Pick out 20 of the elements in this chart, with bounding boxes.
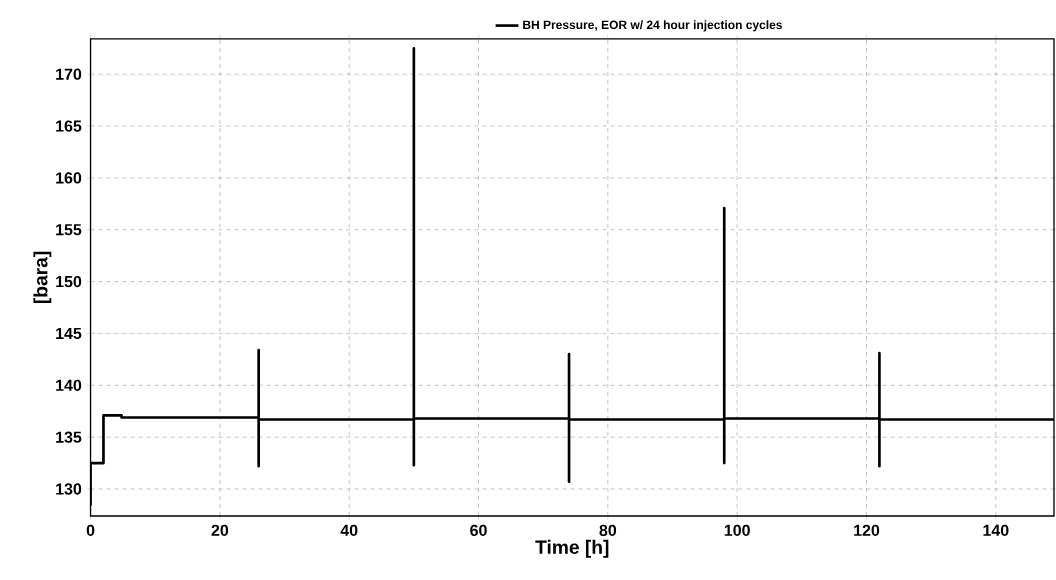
y-tick-label: 165: [56, 120, 82, 132]
y-tick-label: 140: [56, 379, 82, 391]
y-tick-label: 155: [56, 224, 82, 236]
x-tick-label: 20: [211, 524, 229, 537]
y-tick-label: 150: [56, 275, 82, 288]
x-tick-label: 60: [470, 524, 487, 537]
x-axis-title: Time [h]: [535, 539, 609, 558]
y-tick-label: 145: [56, 327, 82, 340]
y-tick-label: 130: [56, 483, 82, 495]
legend-label: BH Pressure, EOR w/ 24 hour injection cycles: [523, 20, 782, 32]
x-tick-label: 140: [983, 524, 1009, 537]
x-tick-label: 80: [599, 524, 617, 537]
y-axis-title: [bara]: [33, 251, 52, 304]
y-tick-label: 135: [56, 431, 82, 443]
x-tick-label: 100: [724, 524, 750, 537]
y-tick-label: 160: [56, 172, 82, 184]
x-tick-label: 120: [854, 524, 880, 537]
x-tick-label: 40: [340, 524, 358, 537]
y-tick-label: 170: [56, 68, 82, 80]
x-tick-label: 0: [86, 524, 95, 537]
